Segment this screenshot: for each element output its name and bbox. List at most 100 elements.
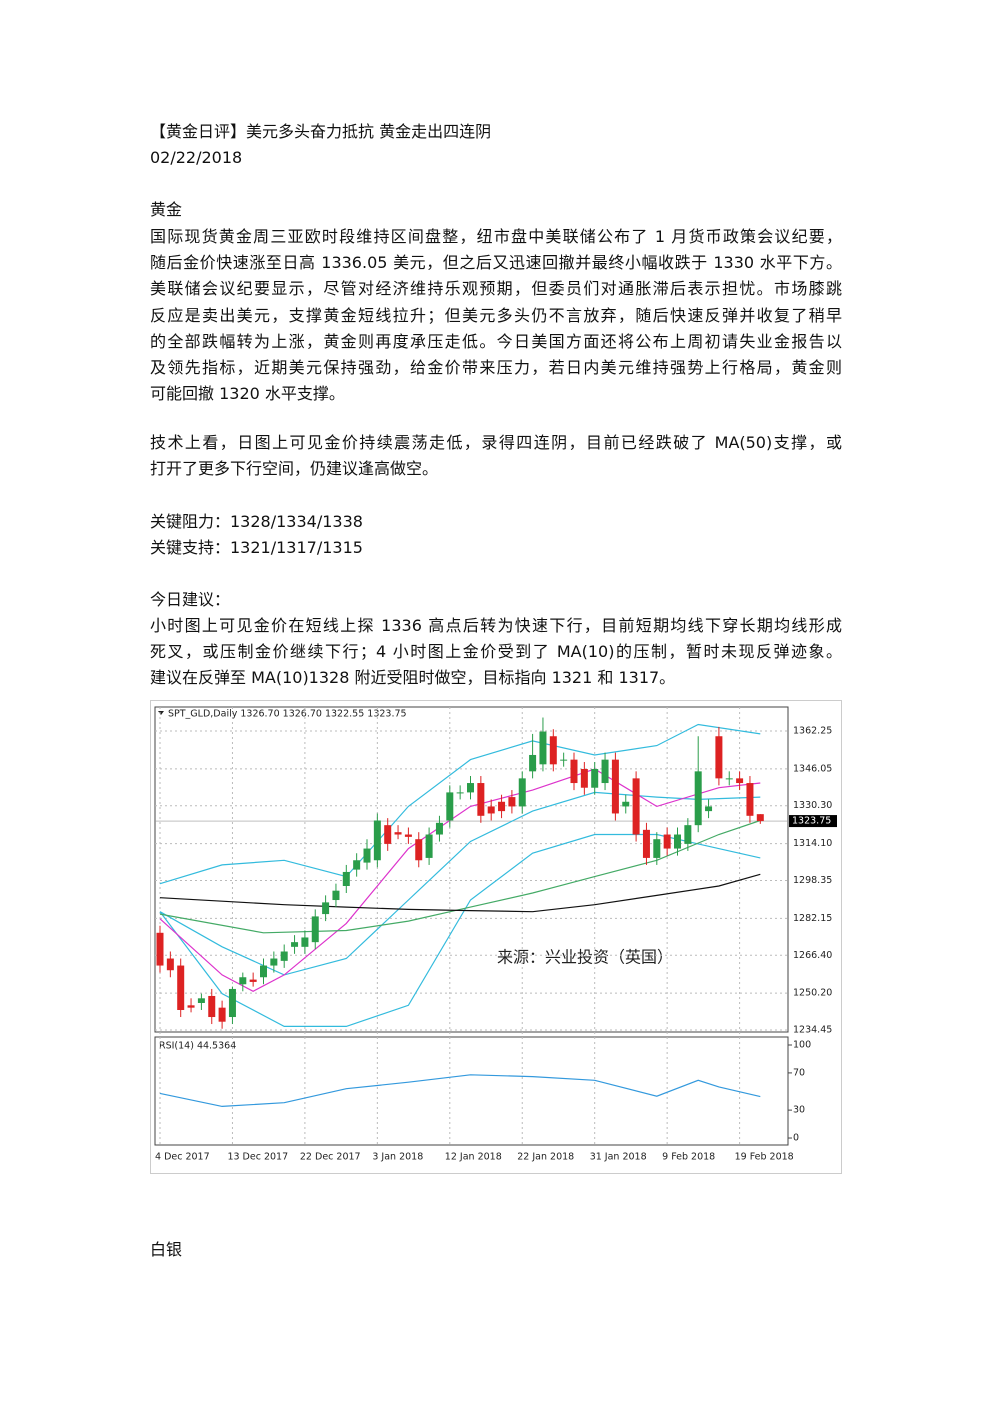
candle-body [311, 916, 319, 943]
candle-body [705, 806, 713, 812]
resistance: 关键阻力：1328/1334/1338 [150, 512, 363, 531]
candle-body [270, 958, 278, 966]
candle-body [166, 958, 174, 971]
section-heading: 黄金 [150, 200, 183, 219]
y-tick-label: 1346.05 [793, 763, 832, 774]
y-tick-label: 1282.15 [793, 913, 832, 924]
candle-body [560, 759, 568, 761]
paragraph: 技术上看，日图上可见金价持续震荡走低，录得四连阴，目前已经跌破了 MA(50)支… [150, 430, 842, 482]
candle-body [218, 1007, 226, 1022]
paragraph: 国际现货黄金周三亚欧时段维持区间盘整，纽市盘中美联储公布了 1 月货币政策会议纪… [150, 224, 842, 407]
x-tick-label: 19 Feb 2018 [735, 1152, 794, 1163]
text-line: 建议在反弹至 MA(10)1328 附近受阻时做空，目标指向 1321 和 13… [150, 668, 676, 688]
indicator-line [159, 723, 761, 885]
rsi-tick-label: 70 [793, 1067, 805, 1078]
support: 关键支持：1321/1317/1315 [150, 538, 363, 557]
candle-body [477, 783, 485, 816]
indicator-line [159, 873, 761, 913]
annotation: 来源：兴业投资（英国） [497, 948, 673, 967]
candle-body [736, 778, 744, 784]
text-line: 打开了更多下行空间，仍建议逢高做空。 [150, 459, 439, 479]
rsi-tick-label: 100 [793, 1040, 811, 1051]
x-tick-label: 3 Jan 2018 [372, 1152, 423, 1163]
candle-body [725, 778, 733, 780]
candle-body [239, 977, 247, 985]
doc-title: 【黄金日评】美元多头奋力抵抗 黄金走出四连阴 [150, 122, 492, 141]
candle-body [228, 988, 236, 1018]
candle-body [529, 754, 537, 772]
rsi-tick-label: 0 [793, 1133, 799, 1144]
candle-body [384, 825, 392, 844]
chart: SPT_GLD,Daily 1326.70 1326.70 1322.55 13… [150, 700, 842, 1174]
candle-body [632, 778, 640, 835]
candle-body [404, 834, 412, 837]
text-line: 可能回撤 1320 水平支撑。 [150, 384, 345, 404]
candle-body [539, 731, 547, 765]
rsi-tick-label: 30 [793, 1105, 805, 1116]
candle-body [156, 932, 164, 966]
candle-body [353, 860, 361, 870]
y-tick-label: 1314.10 [793, 838, 832, 849]
x-tick-label: 22 Jan 2018 [517, 1152, 574, 1163]
text-line: 的全部跌幅转为上涨，黄金则再度承压走低。今日美国方面还将公布上周初请失业金报告以 [150, 331, 842, 351]
candle-body [363, 848, 371, 863]
candle-body [601, 759, 609, 784]
candle-body [487, 806, 495, 814]
candle-body [467, 783, 474, 793]
candle-body [280, 951, 288, 961]
candle-body [415, 839, 423, 861]
y-tick-label: 1362.25 [793, 725, 832, 736]
candle-body [518, 778, 526, 807]
candle-body [208, 995, 216, 1018]
candle-body [663, 834, 671, 849]
x-tick-label: 13 Dec 2017 [227, 1152, 288, 1163]
text-line: 小时图上可见金价在短线上探 1336 高点后转为快速下行，目前短期均线下穿长期均… [150, 616, 842, 635]
candle-body [187, 1005, 195, 1008]
candle-body [756, 814, 764, 822]
candle-body [456, 792, 464, 794]
candle-body [642, 829, 650, 858]
y-tick-label: 1298.35 [793, 875, 832, 886]
candle-body [342, 871, 350, 886]
candle-body [322, 902, 330, 915]
y-tick-label: 1250.20 [793, 988, 832, 999]
section-heading: 白银 [150, 1240, 183, 1259]
candle-body [508, 797, 516, 807]
candle-body [684, 825, 692, 844]
candle-body [260, 965, 267, 978]
x-tick-label: 4 Dec 2017 [155, 1152, 210, 1163]
price-tag [789, 815, 837, 828]
doc-date: 02/22/2018 [150, 148, 243, 167]
y-tick-label: 1330.30 [793, 800, 832, 811]
candle-body [549, 736, 557, 765]
text-line: 及领先指标，近期美元保持强劲，给金价带来压力，若日内美元维持强势上行格局，黄金则 [150, 358, 842, 378]
text-line: 死叉，或压制金价继续下行；4 小时图上金价受到了 MA(10)的压制，暂时未现反… [150, 642, 842, 662]
candle-body [653, 839, 661, 858]
candle-body [332, 890, 340, 901]
candle-body [249, 979, 257, 982]
text-line: 美联储会议纪要显示，尽管对经济维持乐观预期，但委员们对通胀滞后表示担忧。市场膝跳 [150, 279, 842, 299]
candle-body [435, 822, 443, 835]
rsi-label: RSI(14) 44.5364 [159, 1041, 236, 1052]
candle-body [197, 998, 205, 1003]
text-line: 技术上看，日图上可见金价持续震荡走低，录得四连阴，目前已经跌破了 MA(50)支… [150, 433, 842, 452]
chart-header: SPT_GLD,Daily 1326.70 1326.70 1322.55 13… [168, 709, 407, 720]
paragraph: 小时图上可见金价在短线上探 1336 高点后转为快速下行，目前短期均线下穿长期均… [150, 613, 842, 692]
candle-body [498, 801, 506, 812]
candle-body [715, 736, 723, 779]
candle-body [446, 792, 454, 821]
candle-body [291, 942, 299, 947]
candle-body [746, 783, 754, 816]
candle-body [425, 834, 433, 858]
x-tick-label: 9 Feb 2018 [662, 1152, 715, 1163]
candle-body [622, 801, 630, 807]
candle-body [580, 769, 588, 788]
candle-body [591, 769, 599, 788]
x-tick-label: 22 Dec 2017 [300, 1152, 361, 1163]
candle-body [394, 832, 402, 835]
advice-title: 今日建议： [150, 590, 231, 609]
candle-body [570, 759, 578, 784]
text-line: 随后金价快速涨至日高 1336.05 美元，但之后又迅速回撤并最终小幅收跌于 1… [150, 253, 842, 273]
candle-body [611, 759, 619, 814]
